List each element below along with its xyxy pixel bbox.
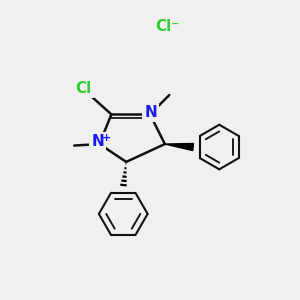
Text: N: N (145, 105, 157, 120)
Text: N: N (92, 134, 104, 149)
Text: Cl: Cl (76, 81, 92, 96)
Polygon shape (165, 143, 194, 151)
Text: Cl⁻: Cl⁻ (156, 19, 180, 34)
Text: +: + (101, 133, 111, 142)
